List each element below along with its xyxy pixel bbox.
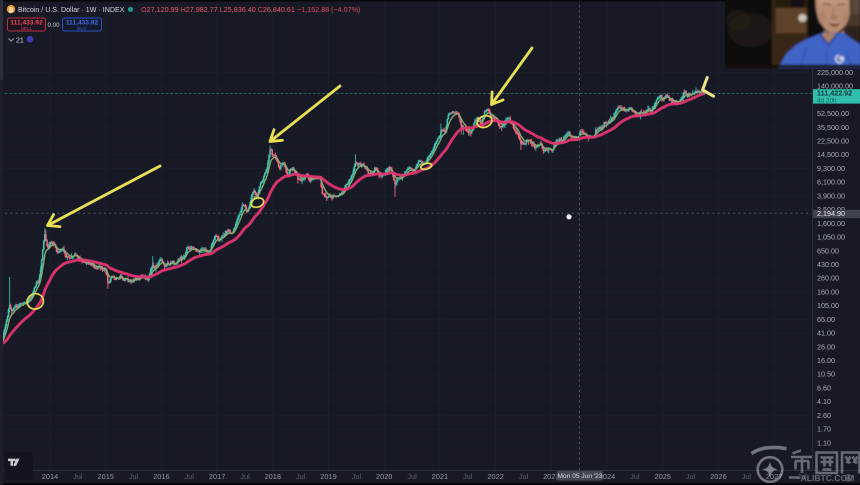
svg-text:21: 21 (16, 38, 24, 45)
svg-text:260.00: 260.00 (817, 274, 839, 283)
svg-text:1.10: 1.10 (817, 438, 831, 447)
svg-text:52,500.00: 52,500.00 (817, 109, 849, 118)
svg-text:3,900.00: 3,900.00 (817, 191, 845, 200)
svg-text:SELL: SELL (21, 26, 33, 31)
svg-text:2020: 2020 (376, 472, 392, 481)
svg-text:2025: 2025 (654, 472, 670, 481)
svg-text:Jul: Jul (407, 472, 417, 481)
svg-text:111,433.92: 111,433.92 (10, 20, 43, 27)
svg-text:2.60: 2.60 (817, 411, 831, 420)
svg-text:Jul: Jul (742, 472, 752, 481)
svg-text:2015: 2015 (97, 472, 113, 481)
svg-text:2019: 2019 (320, 472, 336, 481)
svg-text:Jul: Jul (184, 472, 194, 481)
svg-text:Jul: Jul (129, 472, 139, 481)
svg-text:Jul: Jul (463, 472, 473, 481)
svg-text:430.00: 430.00 (817, 260, 839, 269)
svg-text:9,300.00: 9,300.00 (817, 164, 845, 173)
svg-text:Jul: Jul (73, 472, 83, 481)
svg-text:6,100.00: 6,100.00 (817, 178, 845, 187)
svg-text:650.00: 650.00 (817, 246, 839, 255)
svg-text:2016: 2016 (153, 472, 169, 481)
svg-text:Jul: Jul (296, 472, 306, 481)
svg-text:ALIBTC.COM: ALIBTC.COM (801, 473, 855, 483)
svg-text:Jul: Jul (686, 472, 696, 481)
svg-text:2023: 2023 (543, 472, 559, 481)
svg-text:4d 20h: 4d 20h (817, 97, 837, 104)
svg-text:Bitcoin / U.S. Dollar · 1W · I: Bitcoin / U.S. Dollar · 1W · INDEX (18, 6, 125, 14)
svg-text:160.00: 160.00 (817, 287, 839, 296)
svg-text:22,500.00: 22,500.00 (817, 137, 849, 146)
svg-text:Jul: Jul (630, 472, 640, 481)
svg-text:2021: 2021 (432, 472, 448, 481)
svg-text:14,500.00: 14,500.00 (817, 150, 849, 159)
svg-text:111,433.92: 111,433.92 (66, 20, 99, 27)
svg-text:140,000.00: 140,000.00 (817, 82, 853, 91)
svg-text:Jul: Jul (797, 472, 807, 481)
svg-text:BUY: BUY (77, 26, 86, 31)
svg-text:Jul: Jul (519, 472, 529, 481)
svg-text:1,600.00: 1,600.00 (817, 219, 845, 228)
svg-text:1.70: 1.70 (817, 425, 831, 434)
svg-text:26.00: 26.00 (817, 342, 835, 351)
svg-text:4.10: 4.10 (817, 397, 831, 406)
svg-text:2026: 2026 (710, 472, 726, 481)
svg-text:2022: 2022 (487, 472, 503, 481)
svg-text:41.00: 41.00 (817, 329, 835, 338)
svg-text:225,000.00: 225,000.00 (817, 68, 853, 77)
svg-text:65.00: 65.00 (817, 315, 835, 324)
svg-text:35,500.00: 35,500.00 (817, 123, 849, 132)
svg-text:2,194.90: 2,194.90 (817, 209, 845, 218)
svg-text:2027: 2027 (766, 472, 782, 481)
svg-text:2,500.00: 2,500.00 (817, 205, 845, 214)
svg-text:2024: 2024 (599, 472, 615, 481)
svg-text:0.00: 0.00 (47, 22, 60, 29)
svg-text:2018: 2018 (265, 472, 281, 481)
svg-text:Jul: Jul (240, 472, 250, 481)
svg-text:10.50: 10.50 (817, 370, 835, 379)
svg-text:111,422.92: 111,422.92 (817, 89, 852, 98)
svg-text:6.60: 6.60 (817, 384, 831, 393)
svg-text:Jul: Jul (352, 472, 362, 481)
svg-text:16.00: 16.00 (817, 356, 835, 365)
svg-text:O27,120.99 H27,982.77 L25,83: O27,120.99 H27,982.77 L25,836.40 C26,840… (141, 5, 360, 14)
svg-text:R: R (847, 476, 851, 481)
svg-text:2017: 2017 (209, 472, 225, 481)
svg-text:₿: ₿ (8, 6, 13, 14)
svg-text:1,050.00: 1,050.00 (817, 233, 845, 242)
svg-text:105.00: 105.00 (817, 301, 839, 310)
svg-text:2014: 2014 (42, 472, 58, 481)
svg-text:Mon 05 Jun '23: Mon 05 Jun '23 (558, 473, 603, 480)
